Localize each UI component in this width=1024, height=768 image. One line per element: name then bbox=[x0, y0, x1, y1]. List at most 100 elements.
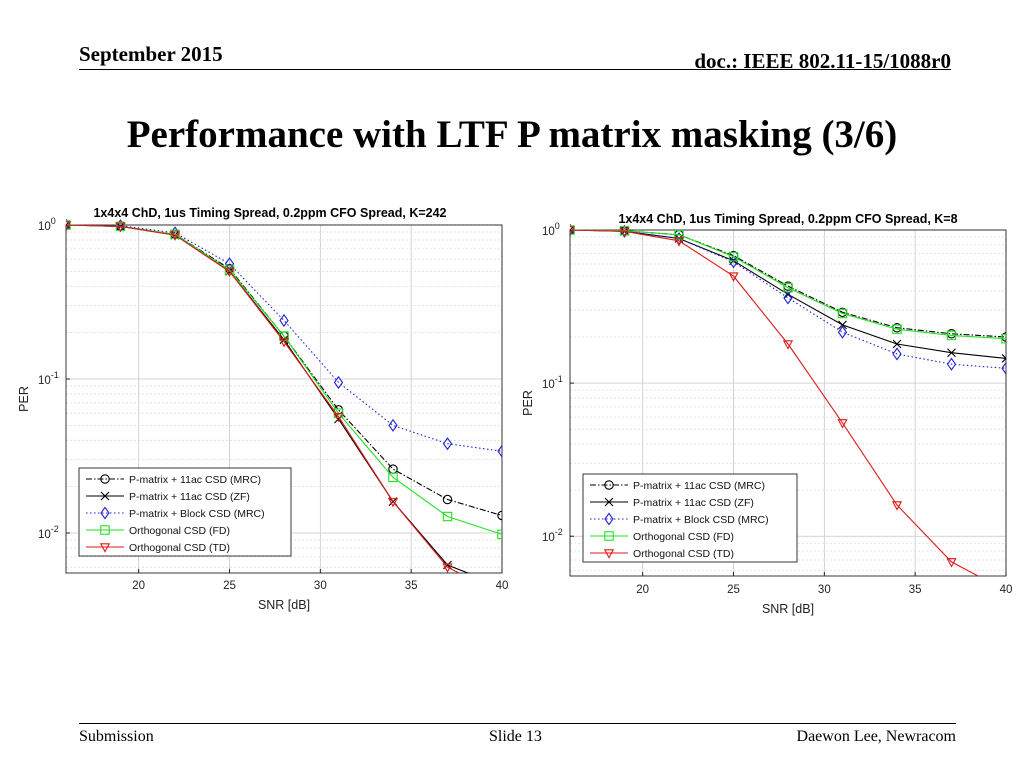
c0-legend-marker-1 bbox=[100, 491, 110, 501]
c1-legend-box bbox=[582, 473, 798, 563]
c1-series-line-3 bbox=[570, 229, 1006, 340]
c1-series-2-point bbox=[674, 231, 684, 246]
c0-series-4-point bbox=[278, 337, 290, 348]
c1-y-tick-label: 100 bbox=[542, 221, 560, 238]
c0-legend-box bbox=[78, 467, 292, 557]
c1-series-4-point bbox=[570, 226, 576, 236]
c1-legend-label-2: P-matrix + Block CSD (MRC) bbox=[633, 514, 769, 526]
header-date: September 2015 bbox=[79, 42, 223, 66]
c1-legend-label-0: P-matrix + 11ac CSD (MRC) bbox=[633, 480, 765, 492]
slide-title: Performance with LTF P matrix masking (3… bbox=[126, 113, 898, 156]
footer-author: Daewon Lee, Newracom bbox=[796, 728, 956, 745]
c1-series-1-point bbox=[947, 348, 956, 358]
c1-y-tick-base: 10 bbox=[542, 226, 555, 238]
c0-legend-marker-0 bbox=[100, 474, 110, 484]
c1-series-3-point bbox=[728, 251, 739, 262]
c1-legend-label-3: Orthogonal CSD (FD) bbox=[633, 531, 734, 543]
c0-y-tick-label: 10-1 bbox=[38, 370, 59, 387]
c1-series-2-point bbox=[837, 325, 848, 339]
c1-legend-marker-0 bbox=[604, 480, 614, 490]
c0-series-group bbox=[66, 219, 502, 573]
c1-legend-marker-1 bbox=[604, 497, 614, 507]
c1-series-3-point bbox=[892, 324, 902, 334]
c0-series-3-point bbox=[442, 511, 453, 522]
c1-x-axis-label: SNR [dB] bbox=[762, 602, 814, 616]
c1-series-4-point bbox=[891, 501, 903, 511]
c0-legend-label-3: Orthogonal CSD (FD) bbox=[129, 525, 230, 537]
c1-series-line-2 bbox=[570, 229, 1006, 369]
c0-x-tick-label: 35 bbox=[405, 580, 418, 592]
c0-series-2-point bbox=[66, 219, 71, 232]
c1-series-3-point bbox=[837, 308, 848, 319]
per-chart-k8-svg: 1x4x4 ChD, 1us Timing Spread, 0.2ppm CFO… bbox=[521, 212, 1012, 616]
c1-series-2-point bbox=[1001, 361, 1006, 375]
c0-y-tick-label: 10-2 bbox=[38, 524, 59, 541]
per-chart-k242: 1x4x4 ChD, 1us Timing Spread, 0.2ppm CFO… bbox=[0, 200, 512, 620]
c0-series-3-point bbox=[224, 265, 235, 275]
c1-series-3-point bbox=[946, 330, 957, 341]
c1-series-1-point bbox=[838, 320, 847, 330]
c1-x-tick-label: 30 bbox=[818, 584, 831, 596]
c1-y-tick-exp: 0 bbox=[555, 221, 560, 231]
c0-series-4-point bbox=[115, 222, 126, 233]
c1-series-group bbox=[570, 224, 1006, 576]
c1-y-tick-base: 10 bbox=[542, 379, 555, 391]
c1-series-4-point bbox=[782, 340, 794, 350]
c1-axes-box bbox=[569, 229, 1007, 577]
c1-series-1-point bbox=[1001, 354, 1006, 363]
c0-series-2-point bbox=[442, 437, 453, 451]
c0-series-line-2 bbox=[66, 224, 502, 452]
c1-x-tick-label: 35 bbox=[909, 584, 922, 596]
c1-y-tick-base: 10 bbox=[542, 532, 555, 544]
c1-y-tick-exp: -2 bbox=[555, 527, 563, 537]
c0-y-axis-label: PER bbox=[17, 386, 31, 412]
c1-legend-label-1: P-matrix + 11ac CSD (ZF) bbox=[633, 497, 754, 509]
c1-series-2-point bbox=[946, 357, 957, 371]
c0-series-0-point bbox=[497, 510, 502, 521]
c1-series-3-point bbox=[1001, 333, 1006, 344]
c0-series-3-point bbox=[388, 472, 398, 483]
c1-series-4-point bbox=[728, 272, 739, 282]
c0-y-tick-exp: -1 bbox=[51, 370, 59, 380]
c0-series-4-point bbox=[224, 267, 235, 278]
c0-series-4-point bbox=[333, 412, 344, 423]
per-chart-k242-svg: 1x4x4 ChD, 1us Timing Spread, 0.2ppm CFO… bbox=[17, 206, 509, 612]
c0-series-4-point bbox=[387, 497, 399, 508]
c1-series-2-point bbox=[892, 347, 902, 361]
c0-x-tick-label: 30 bbox=[314, 580, 327, 592]
c0-x-tick-label: 20 bbox=[132, 580, 145, 592]
header-doc-id: doc.: IEEE 802.11-15/1088r0 bbox=[694, 49, 951, 73]
c0-x-axis-label: SNR [dB] bbox=[258, 598, 310, 612]
c1-series-4-point bbox=[673, 237, 685, 247]
c0-y-tick-base: 10 bbox=[38, 375, 51, 387]
c1-series-2-point bbox=[783, 291, 793, 305]
c1-y-tick-exp: -1 bbox=[555, 374, 563, 384]
c1-chart-title: 1x4x4 ChD, 1us Timing Spread, 0.2ppm CFO… bbox=[618, 212, 957, 226]
c0-y-tick-base: 10 bbox=[38, 221, 51, 233]
per-chart-k8: 1x4x4 ChD, 1us Timing Spread, 0.2ppm CFO… bbox=[512, 200, 1024, 620]
c1-series-2-point bbox=[570, 224, 575, 237]
c0-series-4-point bbox=[66, 221, 72, 231]
c0-series-2-point bbox=[497, 444, 502, 458]
c0-legend: P-matrix + 11ac CSD (MRC) P-matrix + 11ac… bbox=[78, 467, 292, 557]
c0-chart-title: 1x4x4 ChD, 1us Timing Spread, 0.2ppm CFO… bbox=[93, 206, 446, 220]
c1-series-3-point bbox=[674, 230, 684, 240]
c1-y-axis-label: PER bbox=[521, 390, 535, 416]
c1-legend-marker-3 bbox=[604, 531, 614, 541]
footer-slide-number: Slide 13 bbox=[489, 728, 542, 745]
c0-legend-label-2: P-matrix + Block CSD (MRC) bbox=[129, 508, 265, 520]
c0-series-0-point bbox=[442, 494, 453, 505]
c0-x-tick-label: 40 bbox=[496, 580, 509, 592]
c0-legend-marker-2 bbox=[100, 506, 110, 520]
c1-series-4-point bbox=[946, 558, 957, 568]
c1-x-tick-label: 20 bbox=[636, 584, 649, 596]
c1-series-4-point bbox=[619, 227, 630, 238]
c0-y-tick-label: 100 bbox=[38, 216, 56, 233]
footer-submission: Submission bbox=[79, 728, 154, 745]
c1-series-1-point bbox=[892, 339, 902, 349]
c0-y-tick-exp: 0 bbox=[51, 216, 56, 226]
c1-series-line-4 bbox=[570, 229, 980, 576]
c1-y-tick-label: 10-1 bbox=[542, 374, 563, 391]
c1-y-tick-label: 10-2 bbox=[542, 527, 563, 544]
c1-legend-marker-2 bbox=[604, 512, 614, 526]
